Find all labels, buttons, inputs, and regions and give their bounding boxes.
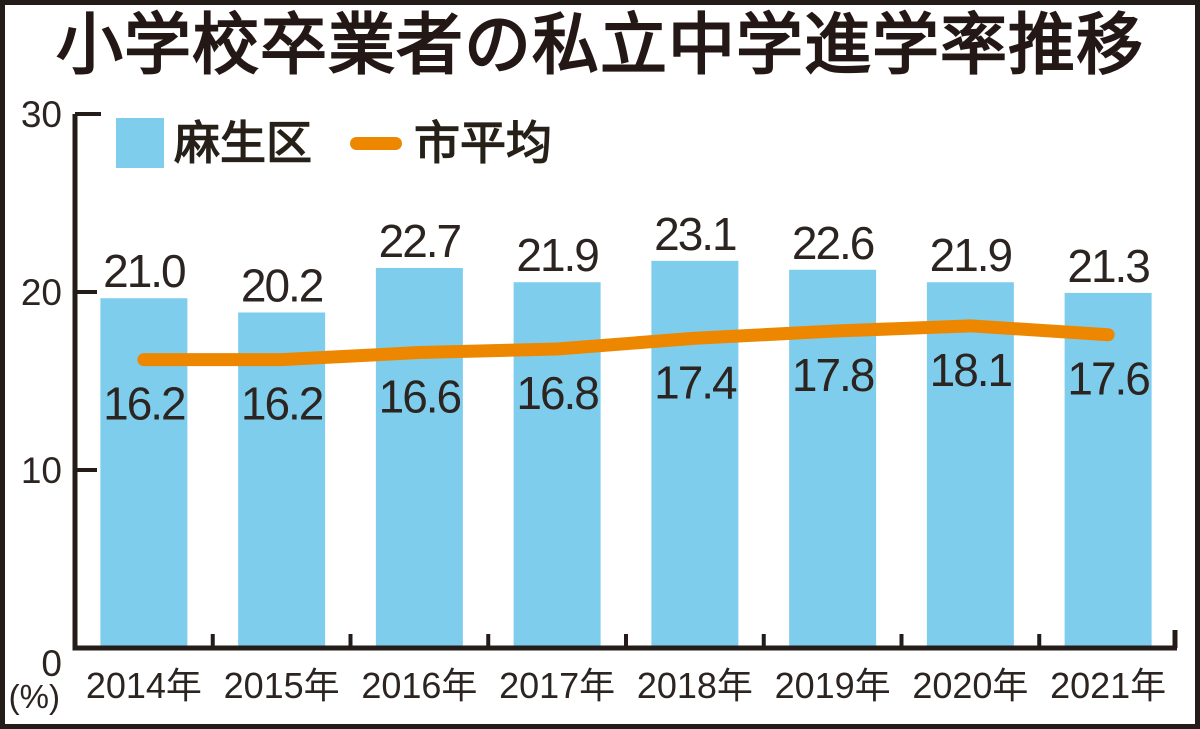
line-value-label: 17.8 bbox=[792, 349, 874, 401]
bar-value-label: 21.3 bbox=[1067, 240, 1149, 292]
line-value-label: 16.6 bbox=[379, 371, 461, 423]
city-average-line bbox=[137, 319, 1115, 367]
legend-bar-swatch bbox=[116, 118, 164, 168]
line-value-label: 16.2 bbox=[241, 378, 323, 430]
y-tick-label: 0 bbox=[41, 643, 62, 684]
bar bbox=[238, 312, 326, 648]
x-category-label: 2020年 bbox=[912, 665, 1028, 706]
legend: 麻生区 市平均 bbox=[116, 118, 552, 168]
bar bbox=[926, 282, 1014, 648]
bar bbox=[375, 267, 463, 648]
bar-value-label: 22.6 bbox=[792, 217, 874, 269]
legend-label-city-average: 市平均 bbox=[414, 117, 552, 169]
bar bbox=[1064, 292, 1152, 648]
bar-value-label: 20.2 bbox=[241, 259, 323, 311]
x-category-label: 2015年 bbox=[224, 665, 340, 706]
bar-value-label: 21.0 bbox=[103, 245, 185, 297]
x-category-label: 2019年 bbox=[775, 665, 891, 706]
legend-label-asao-ward: 麻生区 bbox=[174, 117, 312, 169]
x-category-label: 2021年 bbox=[1050, 665, 1166, 706]
bar bbox=[100, 298, 188, 648]
bar-value-label: 21.9 bbox=[930, 229, 1012, 281]
legend-line-swatch bbox=[350, 136, 402, 150]
y-tick-label: 20 bbox=[21, 272, 62, 313]
bar bbox=[651, 260, 739, 648]
bar-value-label: 21.9 bbox=[516, 229, 598, 281]
line-value-label: 17.4 bbox=[654, 356, 737, 408]
line-value-label: 16.2 bbox=[103, 378, 185, 430]
x-category-label: 2016年 bbox=[361, 665, 477, 706]
y-tick-label: 30 bbox=[21, 94, 62, 135]
chart-title: 小学校卒業者の私立中学進学率推移 bbox=[56, 8, 1144, 83]
line-value-label: 18.1 bbox=[930, 344, 1012, 396]
x-category-label: 2017年 bbox=[499, 665, 615, 706]
x-category-label: 2018年 bbox=[637, 665, 753, 706]
line-value-label: 17.6 bbox=[1067, 353, 1149, 405]
y-axis-unit-label: (%) bbox=[9, 678, 60, 715]
bar-value-label: 23.1 bbox=[654, 208, 736, 260]
x-category-label: 2014年 bbox=[86, 665, 202, 706]
bar bbox=[513, 282, 601, 648]
line-value-label: 16.8 bbox=[516, 367, 598, 419]
bar-value-label: 22.7 bbox=[379, 215, 461, 267]
y-tick-label: 10 bbox=[21, 450, 62, 491]
